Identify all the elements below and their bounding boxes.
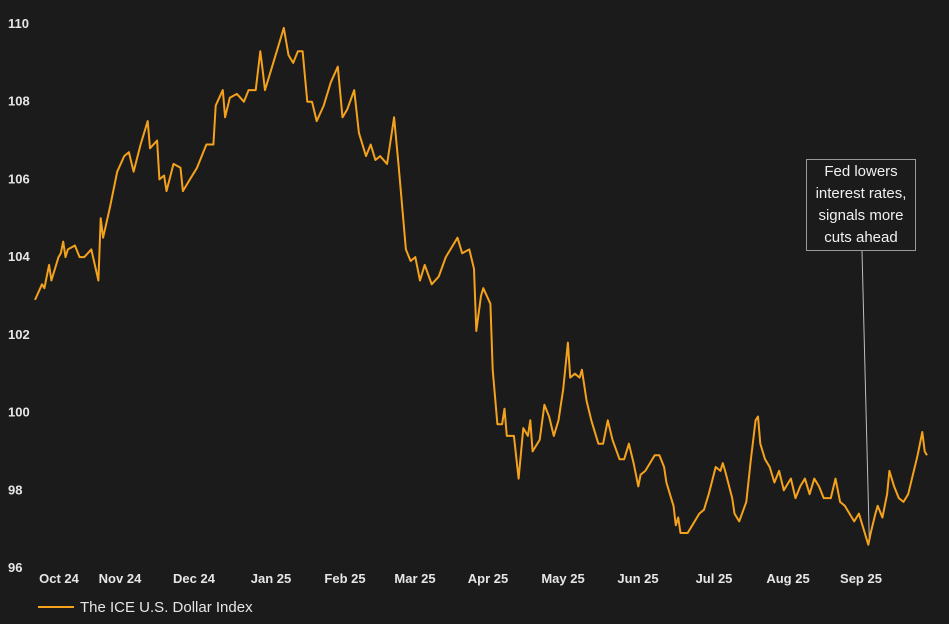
legend-label: The ICE U.S. Dollar Index	[80, 598, 253, 616]
y-tick-label: 106	[8, 171, 30, 186]
y-tick-label: 108	[8, 94, 30, 109]
x-tick-label: Jun 25	[617, 571, 658, 586]
x-tick-label: Sep 25	[840, 571, 882, 586]
x-tick-label: Dec 24	[173, 571, 216, 586]
annotation-leader-line	[861, 250, 870, 541]
legend-swatch	[38, 606, 74, 608]
x-tick-label: Aug 25	[766, 571, 809, 586]
dollar-index-line	[34, 26, 928, 546]
y-tick-label: 104	[8, 249, 30, 264]
legend: The ICE U.S. Dollar Index	[38, 597, 253, 617]
x-tick-label: Mar 25	[394, 571, 435, 586]
fed-annotation-text: Fed lowers interest rates, signals more …	[815, 163, 907, 246]
y-tick-label: 98	[8, 482, 22, 497]
y-tick-label: 100	[8, 405, 30, 420]
x-tick-label: Oct 24	[39, 571, 80, 586]
x-tick-label: Apr 25	[468, 571, 508, 586]
y-tick-label: 102	[8, 327, 30, 342]
y-tick-label: 96	[8, 560, 22, 575]
x-tick-label: Feb 25	[324, 571, 365, 586]
x-tick-label: Jul 25	[696, 571, 733, 586]
x-tick-label: May 25	[541, 571, 584, 586]
fed-annotation-box: Fed lowers interest rates, signals more …	[806, 159, 916, 251]
y-tick-label: 110	[8, 16, 29, 31]
x-tick-label: Nov 24	[99, 571, 142, 586]
x-tick-label: Jan 25	[251, 571, 291, 586]
